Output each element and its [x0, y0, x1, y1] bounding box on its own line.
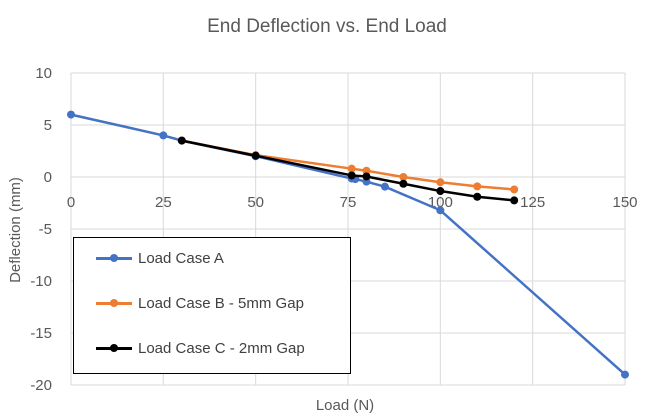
legend-item: Load Case C - 2mm Gap [74, 338, 305, 358]
legend-swatch-icon [96, 338, 132, 358]
data-point [362, 166, 371, 175]
data-point [436, 178, 445, 187]
y-tick-label: 0 [44, 169, 52, 186]
data-point [473, 182, 482, 191]
y-tick-label: 5 [44, 117, 52, 134]
data-point [436, 206, 445, 215]
x-tick-label: 50 [247, 194, 264, 211]
data-point [362, 172, 371, 181]
data-point [347, 164, 356, 173]
data-point [510, 196, 519, 205]
series-line-3 [181, 139, 515, 202]
data-point [473, 192, 482, 201]
y-tick-label: -10 [30, 273, 52, 290]
data-point [347, 171, 356, 180]
data-point [251, 151, 260, 160]
y-tick-label: 10 [35, 65, 52, 82]
data-point [621, 370, 629, 379]
data-point [159, 131, 168, 140]
series-line-2 [181, 139, 515, 191]
legend-item: Load Case A [74, 248, 224, 268]
y-axis-label: Deflection (mm) [7, 177, 24, 283]
chart-title: End Deflection vs. End Load [207, 16, 447, 37]
legend-swatch-icon [96, 248, 132, 268]
data-point [399, 179, 408, 188]
x-tick-label: 125 [520, 194, 545, 211]
data-point [510, 185, 519, 194]
legend-label: Load Case B - 5mm Gap [138, 294, 304, 312]
x-tick-label: 25 [155, 194, 172, 211]
legend-swatch-icon [96, 293, 132, 313]
x-tick-label: 0 [67, 194, 75, 211]
x-axis-label: Load (N) [316, 397, 374, 414]
data-point [436, 187, 445, 196]
y-tick-label: -20 [30, 377, 52, 394]
legend: Load Case A Load Case B - 5mm Gap Load Cas… [73, 237, 351, 374]
data-point [177, 136, 186, 145]
y-tick-label: -5 [39, 221, 52, 238]
legend-label: Load Case C - 2mm Gap [138, 339, 305, 357]
y-tick-label: -15 [30, 325, 52, 342]
x-tick-label: 75 [340, 194, 357, 211]
data-point [399, 173, 408, 181]
legend-label: Load Case A [138, 249, 224, 267]
data-point [380, 182, 389, 191]
legend-item: Load Case B - 5mm Gap [74, 293, 304, 313]
x-tick-label: 150 [612, 194, 637, 211]
data-point [67, 110, 75, 119]
